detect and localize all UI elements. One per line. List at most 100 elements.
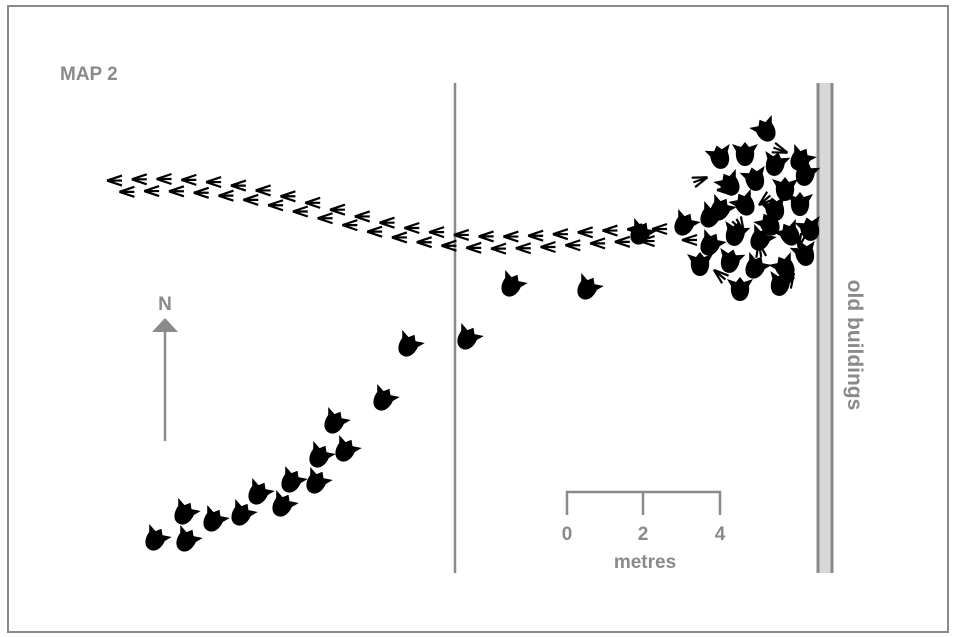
large-footprint <box>789 241 815 266</box>
compass-label: N <box>158 294 172 315</box>
large-footprint <box>713 168 740 196</box>
small-track <box>453 228 470 241</box>
large-footprint <box>753 208 780 236</box>
scale-label: 4 <box>715 524 726 545</box>
large-footprint <box>710 193 737 221</box>
small-track <box>230 179 247 192</box>
large-footprint <box>248 477 275 505</box>
small-track <box>577 226 594 239</box>
small-track <box>589 237 606 250</box>
large-footprint <box>577 272 604 300</box>
large-footprint <box>732 142 758 166</box>
large-footprint <box>687 252 713 276</box>
large-footprint <box>728 188 755 216</box>
large-footprint <box>772 177 798 201</box>
large-footprint <box>306 466 333 494</box>
buildings-wall <box>816 83 834 573</box>
large-footprint <box>787 192 813 216</box>
small-track <box>639 234 655 248</box>
small-track <box>242 193 259 206</box>
small-track <box>416 236 433 249</box>
scale-label: 0 <box>562 524 573 545</box>
large-footprint <box>309 440 336 468</box>
large-footprint <box>231 498 258 526</box>
small-track <box>168 185 185 198</box>
large-footprint <box>759 196 785 221</box>
small-track <box>771 142 789 154</box>
scale-label: 2 <box>638 524 649 545</box>
small-track <box>218 189 234 202</box>
small-track <box>354 210 371 223</box>
large-footprint <box>674 208 701 236</box>
small-track <box>781 272 796 289</box>
large-footprint <box>795 161 821 186</box>
large-footprint <box>727 277 753 301</box>
small-track <box>391 231 408 244</box>
small-track <box>180 173 197 186</box>
small-track <box>540 240 556 254</box>
large-footprint <box>768 251 795 279</box>
small-track <box>503 230 519 243</box>
small-track <box>205 176 222 189</box>
large-footprint <box>704 144 730 169</box>
small-track <box>379 216 395 229</box>
large-footprint <box>174 497 201 525</box>
small-track <box>731 216 746 233</box>
large-footprint <box>272 489 299 517</box>
small-track <box>143 184 160 198</box>
compass: N <box>152 294 178 441</box>
small-track <box>428 226 445 239</box>
large-footprint <box>749 114 776 142</box>
small-track <box>131 173 148 186</box>
small-track <box>757 191 774 207</box>
large-footprint <box>750 223 777 251</box>
small-track <box>156 172 172 186</box>
small-track <box>106 174 123 187</box>
small-track <box>329 203 346 216</box>
small-track <box>366 225 383 238</box>
small-track <box>626 223 643 236</box>
small-track <box>292 205 309 218</box>
building-label: old buildings <box>843 280 866 411</box>
large-footprint <box>725 221 751 246</box>
large-footprint <box>630 217 657 245</box>
small-track <box>527 229 544 242</box>
large-footprint <box>145 523 172 551</box>
small-track <box>465 241 482 254</box>
small-track <box>651 222 668 236</box>
small-track <box>317 212 333 225</box>
small-track <box>267 199 284 212</box>
large-footprint <box>745 251 772 279</box>
large-footprint <box>700 228 727 256</box>
map-title: MAP 2 <box>60 64 118 85</box>
small-track <box>341 219 358 232</box>
small-track <box>795 232 808 249</box>
small-track <box>403 221 420 235</box>
small-track <box>193 186 210 199</box>
small-track <box>490 242 507 255</box>
large-footprint <box>203 504 230 532</box>
small-track <box>441 239 457 252</box>
large-footprint <box>398 329 425 357</box>
small-track <box>478 230 494 243</box>
small-track <box>119 185 135 198</box>
large-footprint <box>373 383 400 411</box>
large-footprint <box>739 166 765 191</box>
large-footprint <box>176 524 203 552</box>
small-track <box>681 233 698 247</box>
large-footprint <box>720 248 746 273</box>
scale-bar: 0 2 4 metres <box>562 490 726 573</box>
small-track <box>755 241 768 258</box>
large-footprint <box>281 465 308 493</box>
small-track <box>716 183 733 197</box>
small-track <box>304 196 321 209</box>
small-track <box>712 268 729 284</box>
large-footprint <box>794 216 820 241</box>
large-footprint <box>324 406 351 434</box>
large-footprint <box>335 434 362 462</box>
small-track <box>255 184 271 197</box>
small-track <box>515 242 532 255</box>
compass-head <box>152 318 178 332</box>
small-track <box>552 228 569 241</box>
